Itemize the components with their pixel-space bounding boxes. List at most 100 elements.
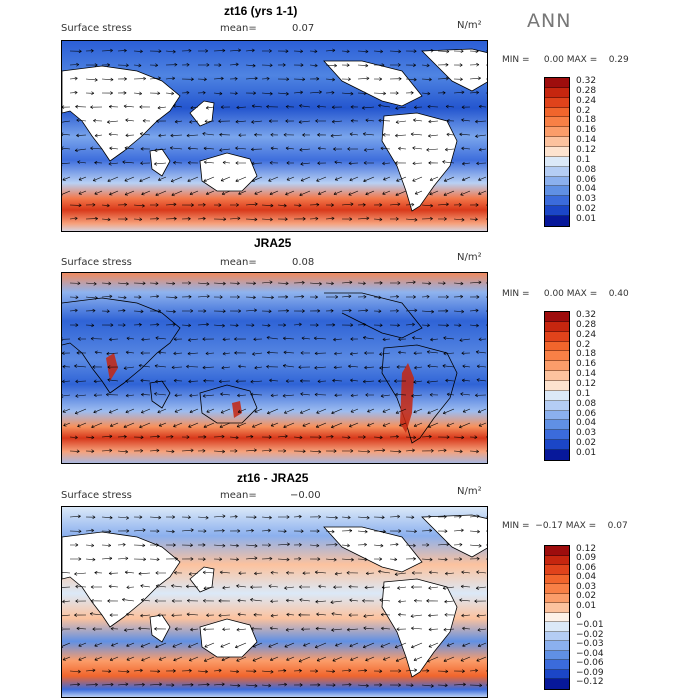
wind-vector-arrow: [213, 528, 225, 533]
wind-vector-arrow: [261, 309, 272, 314]
wind-vector-arrow: [469, 449, 479, 454]
wind-vector-arrow: [299, 598, 311, 602]
wind-vector-arrow: [149, 434, 160, 439]
wind-vector-arrow: [125, 408, 135, 414]
wind-vector-arrow: [373, 683, 383, 687]
wind-vector-arrow: [362, 599, 375, 603]
colorbar-swatch: [545, 331, 569, 342]
colorbar-tick-label: 0.14: [576, 369, 597, 380]
wind-vector-arrow: [284, 586, 295, 590]
wind-vector-arrow: [173, 378, 183, 383]
wind-vector-arrow: [69, 669, 81, 674]
colorbar-tick-label: 0.06: [576, 174, 597, 185]
wind-vector-arrow: [203, 627, 215, 632]
wind-vector-arrow: [461, 351, 471, 356]
wind-vector-arrow: [293, 683, 303, 687]
wind-vector-arrow: [213, 91, 223, 96]
wind-vector-arrow: [389, 49, 402, 54]
wind-vector-arrow: [357, 281, 366, 286]
wind-vector-arrow: [213, 217, 227, 222]
wind-vector-arrow: [261, 217, 273, 222]
wind-vector-arrow: [229, 669, 240, 674]
wind-vector-arrow: [101, 309, 110, 314]
colorbar-tick-label: 0.16: [576, 125, 597, 136]
wind-vector-arrow: [149, 216, 159, 221]
wind-vector-arrow: [245, 281, 256, 286]
wind-vector-arrow: [437, 295, 449, 299]
wind-vector-arrow: [117, 281, 129, 286]
wind-vector-arrow: [357, 683, 369, 688]
wind-vector-arrow: [261, 448, 272, 453]
wind-vector-arrow: [250, 392, 263, 397]
wind-vector-arrow: [270, 133, 279, 137]
wind-vector-arrow: [411, 585, 423, 589]
wind-vector-arrow: [378, 118, 391, 123]
wind-vector-arrow: [396, 176, 407, 182]
wind-vector-arrow: [478, 176, 487, 181]
wind-vector-arrow: [341, 449, 354, 453]
wind-vector-arrow: [277, 63, 286, 67]
wind-vector-arrow: [410, 132, 423, 136]
colorbar-swatch: [545, 117, 569, 128]
wind-vector-arrow: [203, 146, 215, 151]
wind-vector-arrow: [437, 435, 450, 439]
wind-vector-arrow: [365, 571, 375, 576]
wind-vector-arrow: [314, 351, 327, 356]
wind-vector-arrow: [157, 408, 167, 414]
wind-vector-arrow: [253, 612, 263, 617]
colorbar-swatch: [545, 440, 569, 451]
wind-vector-arrow: [285, 598, 295, 603]
wind-vector-arrow: [293, 322, 302, 327]
wind-vector-arrow: [111, 642, 119, 647]
wind-vector-arrow: [347, 147, 359, 151]
wind-vector-arrow: [69, 49, 82, 54]
wind-vector-arrow: [442, 586, 455, 590]
wind-vector-arrow: [149, 49, 162, 54]
wind-vector-arrow: [341, 280, 353, 285]
wind-vector-arrow: [69, 323, 79, 327]
wind-vector-arrow: [85, 557, 96, 562]
wind-vector-arrow: [373, 557, 383, 561]
wind-vector-arrow: [181, 281, 192, 285]
wind-vector-arrow: [285, 119, 295, 123]
wind-vector-arrow: [469, 683, 483, 688]
wind-vector-arrow: [189, 393, 199, 398]
wind-vector-arrow: [334, 571, 343, 576]
wind-vector-arrow: [101, 281, 112, 286]
wind-vector-arrow: [237, 408, 247, 414]
wind-vector-arrow: [349, 598, 359, 603]
wind-vector-arrow: [413, 408, 423, 414]
wind-vector-arrow: [245, 528, 254, 533]
wind-vector-arrow: [133, 557, 147, 562]
wind-vector-arrow: [123, 104, 135, 109]
wind-vector-arrow: [236, 422, 247, 428]
wind-vector-arrow: [75, 599, 87, 603]
colorbar-swatch: [545, 361, 569, 372]
wind-vector-arrow: [203, 378, 215, 383]
colorbar-tick-label: 0.16: [576, 359, 597, 370]
wind-vector-arrow: [405, 529, 417, 534]
wind-vector-arrow: [203, 422, 215, 429]
wind-vector-arrow: [133, 435, 144, 440]
wind-vector-arrow: [426, 147, 439, 152]
colorbar-swatch: [545, 206, 569, 217]
wind-vector-arrow: [254, 365, 263, 370]
wind-vector-arrow: [334, 351, 343, 356]
wind-vector-arrow: [331, 105, 343, 109]
wind-vector-arrow: [357, 435, 366, 439]
colorbar-swatch: [545, 147, 569, 157]
wind-vector-arrow: [165, 216, 177, 221]
wind-vector-arrow: [443, 190, 455, 196]
wind-vector-arrow: [373, 77, 383, 81]
wind-vector-arrow: [325, 515, 338, 520]
wind-vector-arrow: [238, 571, 247, 575]
wind-vector-arrow: [453, 77, 463, 82]
wind-vector-arrow: [186, 612, 199, 617]
wind-vector-arrow: [197, 294, 210, 299]
wind-vector-arrow: [293, 77, 306, 82]
wind-vector-arrow: [126, 336, 135, 341]
colorbar-swatch: [545, 420, 569, 431]
wind-vector-arrow: [367, 408, 375, 413]
wind-vector-arrow: [62, 599, 71, 604]
wind-vector-arrow: [364, 365, 375, 370]
